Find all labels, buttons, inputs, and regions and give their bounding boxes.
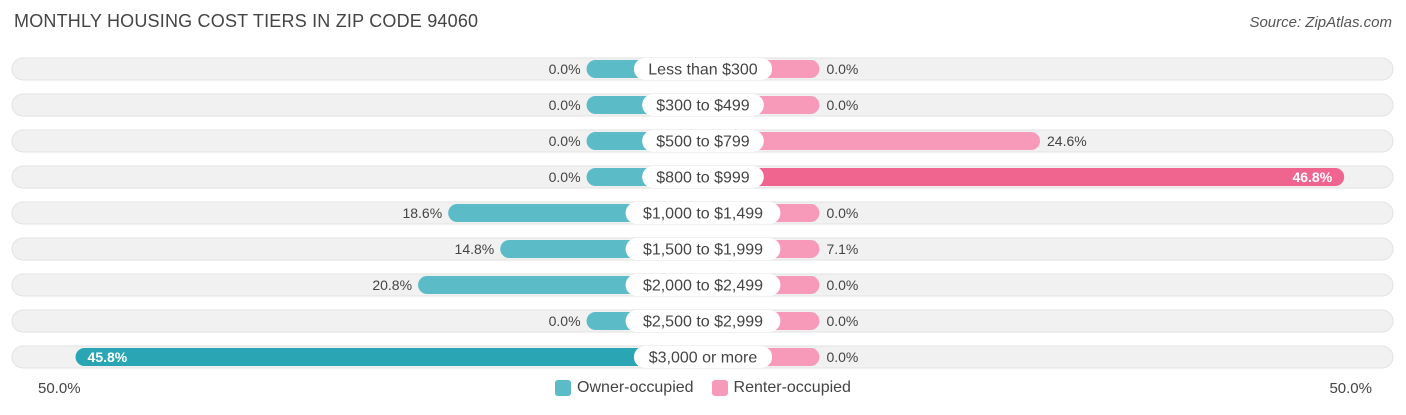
axis-left-label: 50.0% [38,380,81,397]
renter-bar [703,132,1041,150]
category-label: $3,000 or more [649,350,758,367]
legend-label-owner: Owner-occupied [577,379,694,396]
bar-row: $300 to $499 0.0% 0.0% [11,93,1394,117]
legend-item-owner: Owner-occupied [555,379,694,397]
chart-source: Source: ZipAtlas.com [1249,14,1392,31]
owner-value-label: 20.8% [372,277,412,293]
legend-swatch-owner [555,380,572,396]
category-label: $300 to $499 [656,98,750,115]
category-label: $2,500 to $2,999 [643,314,763,331]
category-label-pill [625,202,781,224]
category-label-pill [625,274,781,296]
category-label: $2,000 to $2,499 [643,278,763,295]
category-label: $500 to $799 [656,134,750,151]
renter-value-label: 0.0% [826,277,858,293]
owner-bar [75,348,704,366]
legend-item-renter: Renter-occupied [711,379,851,397]
owner-value-label: 18.6% [402,205,442,221]
bar-row: Less than $300 0.0% 0.0% [11,57,1394,81]
chart-canvas: Less than $300 0.0% 0.0% $300 to $499 0.0% 0.… [11,57,1394,369]
axis-right-label: 50.0% [1329,380,1372,397]
legend-label-renter: Renter-occupied [733,379,851,396]
category-label-pill [625,310,781,332]
bar-row: $2,000 to $2,499 20.8% 0.0% [11,273,1394,297]
renter-value-label: 0.0% [826,313,858,329]
category-label: $800 to $999 [656,170,750,187]
category-label-pill [633,58,773,80]
category-label: Less than $300 [648,62,758,79]
legend-swatch-renter [711,380,728,396]
bar-row: $2,500 to $2,999 0.0% 0.0% [11,309,1394,333]
renter-value-label: 46.8% [1292,169,1332,185]
owner-value-label: 0.0% [549,61,581,77]
owner-value-label: 0.0% [549,97,581,113]
bar-row: $500 to $799 0.0% 24.6% [11,129,1394,153]
owner-value-label: 14.8% [455,241,495,257]
bar-row: $1,000 to $1,499 18.6% 0.0% [11,201,1394,225]
category-label-pill [625,238,781,260]
renter-value-label: 0.0% [826,349,858,365]
renter-value-label: 0.0% [826,205,858,221]
renter-value-label: 7.1% [826,241,858,257]
bar-row: $1,500 to $1,999 14.8% 7.1% [11,237,1394,261]
legend: Owner-occupied Renter-occupied [0,379,1406,397]
renter-value-label: 24.6% [1047,133,1087,149]
renter-bar [703,168,1345,186]
category-label: $1,000 to $1,499 [643,206,763,223]
renter-value-label: 0.0% [826,97,858,113]
bar-row: $800 to $999 0.0% 46.8% [11,165,1394,189]
bar-row: $3,000 or more 45.8% 0.0% [11,345,1394,369]
renter-value-label: 0.0% [826,61,858,77]
chart-title: MONTHLY HOUSING COST TIERS IN ZIP CODE 9… [14,11,479,31]
owner-value-label: 0.0% [549,169,581,185]
category-label-pill [642,94,764,116]
owner-value-label: 0.0% [549,133,581,149]
owner-value-label: 45.8% [88,349,128,365]
category-label-pill [633,346,773,368]
category-label-pill [642,166,764,188]
category-label: $1,500 to $1,999 [643,242,763,259]
owner-value-label: 0.0% [549,313,581,329]
category-label-pill [642,130,764,152]
